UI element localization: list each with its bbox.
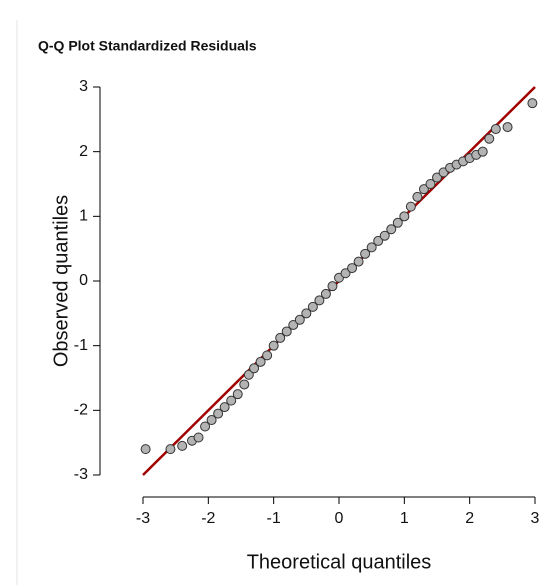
point — [386, 224, 397, 235]
point — [502, 122, 513, 133]
point — [262, 350, 273, 361]
point — [418, 184, 429, 195]
point — [340, 268, 351, 279]
point — [373, 235, 384, 246]
point — [165, 444, 176, 455]
point — [177, 440, 188, 451]
y-tick-label: 1 — [79, 208, 88, 225]
point — [275, 332, 286, 343]
y-axis-title: Observed quantiles — [50, 195, 72, 367]
point — [347, 263, 358, 274]
point — [477, 146, 488, 157]
point — [226, 395, 237, 406]
point — [327, 281, 338, 292]
y-tick-label: -3 — [74, 466, 88, 483]
point — [213, 408, 224, 419]
point — [249, 363, 260, 374]
point — [490, 124, 501, 135]
point — [484, 133, 495, 144]
point — [140, 444, 151, 455]
point — [392, 217, 403, 228]
point — [219, 402, 230, 413]
y-tick-label: 0 — [79, 272, 88, 289]
y-tick-label: -2 — [74, 402, 88, 419]
point — [425, 179, 436, 189]
point — [412, 191, 423, 202]
point — [193, 432, 204, 443]
point — [200, 421, 211, 432]
point — [239, 379, 250, 390]
point — [366, 242, 377, 253]
x-tick-label: 1 — [400, 510, 409, 527]
point — [405, 201, 416, 212]
point — [379, 230, 390, 241]
x-tick-label: -3 — [136, 510, 150, 527]
y-tick-label: 3 — [79, 78, 88, 95]
point — [307, 301, 318, 312]
point — [314, 295, 325, 306]
chart-title: Q-Q Plot Standardized Residuals — [38, 38, 257, 54]
point — [255, 356, 266, 367]
point — [320, 288, 331, 299]
point — [206, 415, 217, 426]
point — [399, 211, 410, 222]
point — [281, 326, 292, 337]
point — [232, 389, 243, 400]
x-tick-label: -1 — [267, 510, 281, 527]
x-axis-title: Theoretical quantiles — [247, 551, 432, 573]
x-tick-label: 2 — [465, 510, 474, 527]
point — [288, 319, 299, 330]
point — [301, 308, 312, 319]
point — [268, 340, 279, 351]
point — [360, 248, 371, 259]
x-tick-label: -2 — [201, 510, 215, 527]
y-tick-label: -1 — [74, 337, 88, 354]
point — [432, 172, 442, 183]
point — [294, 314, 305, 325]
point — [527, 98, 538, 109]
y-tick-label: 2 — [79, 143, 88, 160]
point — [243, 369, 254, 380]
point — [353, 256, 364, 267]
x-tick-label: 0 — [335, 510, 344, 527]
x-tick-label: 3 — [531, 510, 540, 527]
